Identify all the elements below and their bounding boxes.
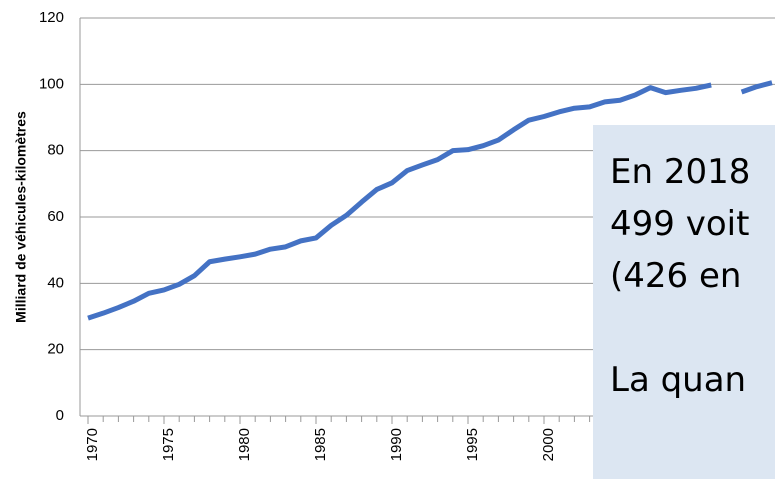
x-tick-label: 2000 [540, 428, 557, 461]
x-tick-label: 1980 [236, 428, 253, 461]
y-tick-label: 40 [47, 274, 64, 291]
y-tick-label: 80 [47, 142, 64, 159]
x-tick-label: 1990 [388, 428, 405, 461]
x-tick-label: 1985 [312, 428, 329, 461]
y-axis-label: Milliard de véhicules-kilomètres [13, 111, 29, 323]
y-tick-label: 0 [56, 407, 64, 424]
y-tick-label: 60 [47, 208, 64, 225]
annotation-text: 499 voit [610, 204, 749, 244]
x-tick-label: 1995 [464, 428, 481, 461]
y-tick-label: 20 [47, 341, 64, 358]
y-tick-label: 120 [39, 9, 64, 26]
annotation-text: La quan [610, 360, 746, 400]
annotation-text: (426 en [610, 256, 741, 296]
x-tick-label: 1970 [84, 428, 101, 461]
y-tick-label: 100 [39, 75, 64, 92]
annotation-text: En 2018 [610, 152, 750, 192]
annotation-box [593, 125, 775, 479]
x-tick-label: 1975 [160, 428, 177, 461]
data-line [87, 80, 773, 321]
